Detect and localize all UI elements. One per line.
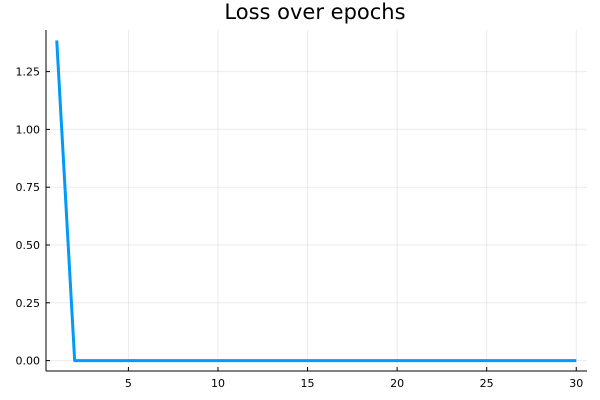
x-tick-label: 10 (211, 377, 225, 390)
y-ticks: 0.00 0.25 0.50 0.75 1.00 1.25 (16, 66, 50, 368)
x-tick-label: 25 (480, 377, 494, 390)
x-tick-label: 5 (125, 377, 132, 390)
chart-title: Loss over epochs (224, 0, 405, 24)
grid (46, 30, 587, 371)
y-tick-label: 0.00 (16, 355, 41, 368)
x-tick-label: 15 (301, 377, 315, 390)
y-tick-label: 0.75 (16, 181, 41, 194)
y-tick-label: 1.00 (16, 123, 41, 136)
x-ticks: 5 10 15 20 25 30 (125, 367, 583, 390)
axes (45, 30, 587, 372)
loss-series-line (55, 40, 577, 363)
x-tick-label: 30 (569, 377, 583, 390)
x-tick-label: 20 (390, 377, 404, 390)
y-tick-label: 1.25 (16, 66, 41, 79)
y-tick-label: 0.25 (16, 297, 41, 310)
series-group (55, 40, 577, 363)
y-tick-label: 0.50 (16, 239, 41, 252)
